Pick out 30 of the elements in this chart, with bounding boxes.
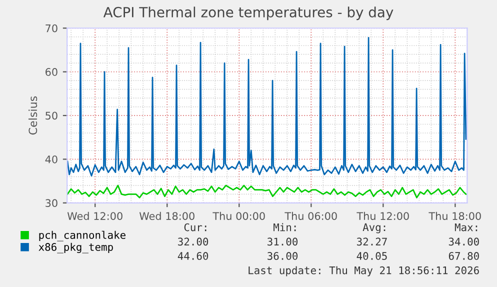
y-tick-label: 60 [46, 68, 58, 76]
text: 31.00 [268, 238, 298, 246]
legend-label: x86_pkg_temp [38, 242, 113, 254]
x-tick-label: Thu 00:00 [212, 212, 265, 220]
text: Cur: [184, 223, 206, 232]
text: Max: [454, 223, 478, 232]
x-tick-label: Thu 06:00 [284, 212, 337, 220]
x-tick-label: Thu 12:00 [356, 212, 409, 220]
chart-title: ACPI Thermal zone temperatures - by day [103, 6, 394, 20]
text: 40.05 [356, 252, 387, 260]
x-tick-label: Thu 18:00 [428, 212, 481, 220]
text: 44.60 [178, 252, 208, 260]
y-tick-label: 50 [46, 112, 58, 120]
text: Last update: Thu May 21 18:56:11 2026 [248, 266, 479, 276]
line-series [67, 184, 467, 198]
text: 32.27 [357, 238, 387, 246]
x-tick-label: Wed 12:00 [67, 212, 122, 220]
legend-label: pch_cannonlake [39, 230, 126, 242]
y-tick-label: 40 [45, 155, 58, 164]
text: 67.80 [448, 252, 479, 260]
y-tick-label: 70 [46, 24, 58, 32]
text: 36.00 [268, 252, 298, 260]
y-tick-label: 30 [46, 199, 58, 208]
y-axis-title: Celsius [28, 96, 38, 135]
text: Min: [274, 223, 296, 232]
x-tick-label: Wed 18:00 [139, 212, 194, 220]
text: 34.00 [448, 238, 479, 246]
text: 32.00 [178, 238, 208, 246]
line-series [67, 37, 467, 177]
text: Avg: [362, 223, 386, 234]
